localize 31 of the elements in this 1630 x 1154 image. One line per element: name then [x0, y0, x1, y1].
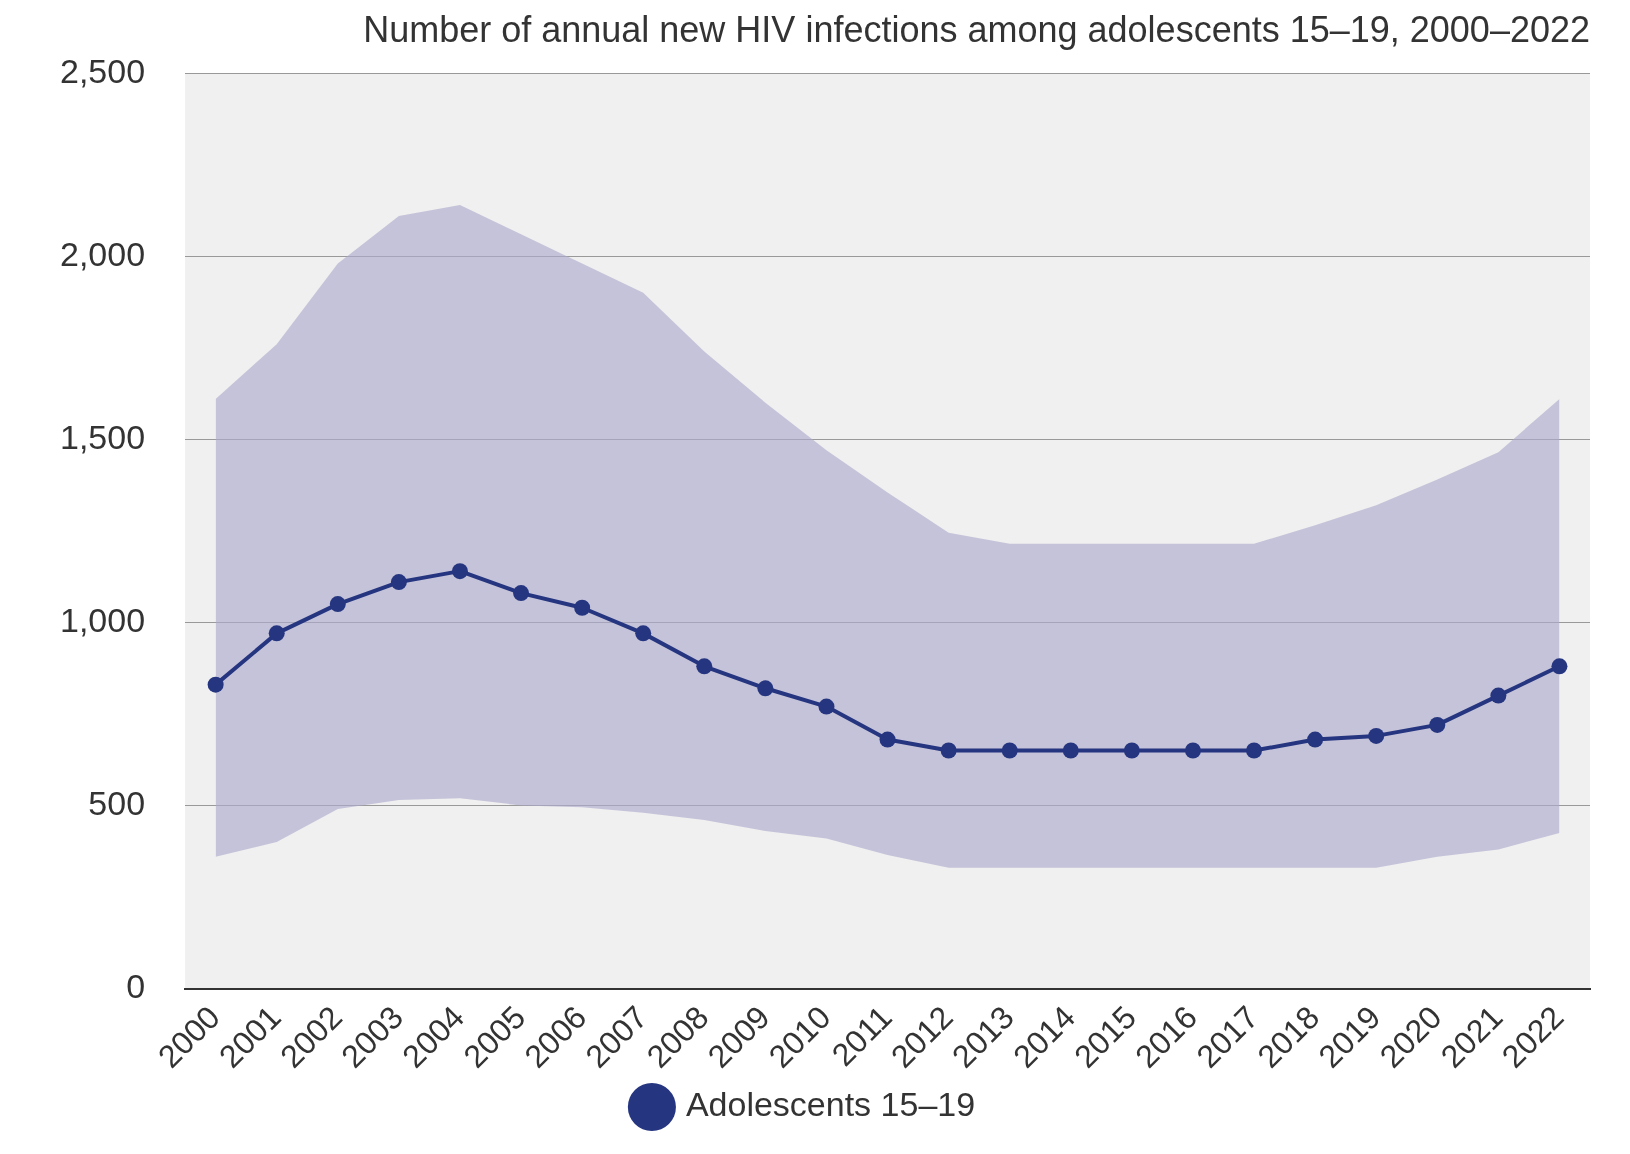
point	[513, 585, 530, 602]
point	[1368, 727, 1385, 744]
point	[329, 596, 346, 613]
point	[818, 698, 835, 715]
point	[696, 658, 713, 675]
point	[1123, 742, 1140, 759]
point	[940, 742, 957, 759]
point	[268, 625, 285, 642]
y-tick-label: 500	[88, 783, 146, 822]
y-tick-label: 0	[126, 966, 146, 1005]
point	[879, 731, 896, 748]
legend-label: Adolescents 15–19	[685, 1085, 976, 1124]
point	[574, 599, 591, 616]
point	[1490, 687, 1507, 704]
point	[1551, 658, 1568, 675]
point	[635, 625, 652, 642]
chart-title: Number of annual new HIV infections among adolescents 15–19, 2000–2022	[363, 8, 1590, 50]
point	[390, 574, 407, 591]
point	[207, 676, 224, 693]
point	[1062, 742, 1079, 759]
point	[1429, 716, 1446, 733]
y-tick-label: 2,000	[59, 234, 146, 273]
y-tick-label: 1,500	[59, 417, 146, 456]
point	[1246, 742, 1263, 759]
point	[1307, 731, 1324, 748]
point	[1001, 742, 1018, 759]
point	[451, 563, 468, 580]
y-tick-label: 2,500	[59, 51, 146, 90]
point	[1184, 742, 1201, 759]
y-tick-label: 1,000	[59, 600, 146, 639]
point	[757, 680, 774, 697]
